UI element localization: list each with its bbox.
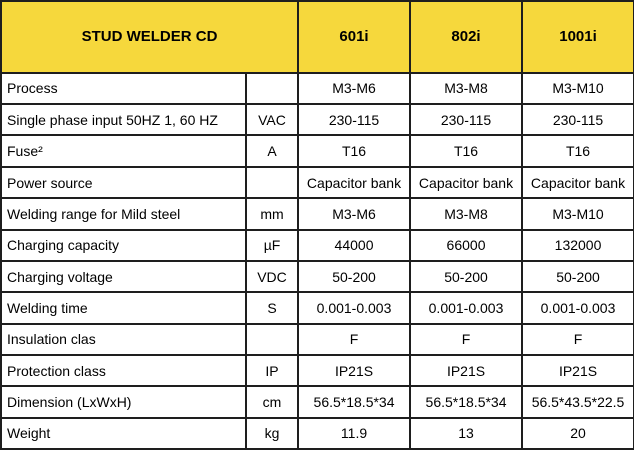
spec-value-1001i: M3-M10 xyxy=(521,71,634,106)
spec-value-802i: 0.001-0.003 xyxy=(409,291,524,325)
spec-value-601i: F xyxy=(297,322,412,356)
header-row: STUD WELDER CD 601i 802i 1001i xyxy=(0,0,634,74)
spec-value-1001i: F xyxy=(521,322,634,356)
spec-label: Power source xyxy=(0,165,247,200)
spec-value-1001i: 56.5*43.5*22.5 xyxy=(521,385,634,419)
spec-value-601i: 230-115 xyxy=(297,103,412,137)
table-row-dimension: Dimension (LxWxH) cm 56.5*18.5*34 56.5*1… xyxy=(0,385,634,419)
spec-value-601i: T16 xyxy=(297,134,412,168)
spec-value-1001i: Capacitor bank xyxy=(521,165,634,200)
spec-value-802i: M3-M8 xyxy=(409,197,524,231)
spec-label: Weight xyxy=(0,416,247,450)
spec-label: Process xyxy=(0,71,247,106)
spec-value-1001i: 0.001-0.003 xyxy=(521,291,634,325)
spec-value-601i: Capacitor bank xyxy=(297,165,412,200)
spec-label: Welding time xyxy=(0,291,247,325)
spec-value-802i: M3-M8 xyxy=(409,71,524,106)
spec-value-1001i: 132000 xyxy=(521,228,634,262)
spec-value-601i: 44000 xyxy=(297,228,412,262)
spec-label: Insulation clas xyxy=(0,322,247,356)
model-column-802i: 802i xyxy=(409,0,524,74)
table-row-charging-voltage: Charging voltage VDC 50-200 50-200 50-20… xyxy=(0,259,634,294)
spec-unit: IP xyxy=(244,353,300,388)
spec-value-1001i: IP21S xyxy=(521,353,634,388)
spec-value-1001i: 20 xyxy=(521,416,634,450)
spec-value-802i: T16 xyxy=(409,134,524,168)
spec-value-1001i: T16 xyxy=(521,134,634,168)
spec-unit xyxy=(244,322,300,356)
spec-unit: cm xyxy=(244,385,300,419)
spec-label: Charging voltage xyxy=(0,259,247,294)
spec-value-601i: 56.5*18.5*34 xyxy=(297,385,412,419)
spec-unit: µF xyxy=(244,228,300,262)
spec-unit: A xyxy=(244,134,300,168)
table-row-power-source: Power source Capacitor bank Capacitor ba… xyxy=(0,165,634,200)
spec-value-601i: IP21S xyxy=(297,353,412,388)
spec-value-802i: IP21S xyxy=(409,353,524,388)
spec-value-802i: 50-200 xyxy=(409,259,524,294)
spec-unit: VDC xyxy=(244,259,300,294)
spec-value-802i: 56.5*18.5*34 xyxy=(409,385,524,419)
table-title: STUD WELDER CD xyxy=(0,0,300,74)
spec-value-1001i: M3-M10 xyxy=(521,197,634,231)
spec-value-1001i: 230-115 xyxy=(521,103,634,137)
table-row-welding-range: Welding range for Mild steel mm M3-M6 M3… xyxy=(0,197,634,231)
table-row-protection-class: Protection class IP IP21S IP21S IP21S xyxy=(0,353,634,388)
table-row-charging-capacity: Charging capacity µF 44000 66000 132000 xyxy=(0,228,634,262)
spec-value-802i: 13 xyxy=(409,416,524,450)
spec-value-601i: M3-M6 xyxy=(297,71,412,106)
model-column-1001i: 1001i xyxy=(521,0,634,74)
spec-label: Fuse² xyxy=(0,134,247,168)
table-row-fuse: Fuse² A T16 T16 T16 xyxy=(0,134,634,168)
spec-unit: kg xyxy=(244,416,300,450)
table-row-input: Single phase input 50HZ 1, 60 HZ VAC 230… xyxy=(0,103,634,137)
spec-value-601i: 0.001-0.003 xyxy=(297,291,412,325)
spec-label: Welding range for Mild steel xyxy=(0,197,247,231)
model-column-601i: 601i xyxy=(297,0,412,74)
spec-unit xyxy=(244,71,300,106)
spec-value-802i: F xyxy=(409,322,524,356)
spec-value-802i: 230-115 xyxy=(409,103,524,137)
table-row-weight: Weight kg 11.9 13 20 xyxy=(0,416,634,450)
spec-label: Protection class xyxy=(0,353,247,388)
spec-label: Charging capacity xyxy=(0,228,247,262)
spec-value-601i: 11.9 xyxy=(297,416,412,450)
spec-label: Single phase input 50HZ 1, 60 HZ xyxy=(0,103,247,137)
spec-value-1001i: 50-200 xyxy=(521,259,634,294)
table-row-welding-time: Welding time S 0.001-0.003 0.001-0.003 0… xyxy=(0,291,634,325)
spec-label: Dimension (LxWxH) xyxy=(0,385,247,419)
spec-value-601i: 50-200 xyxy=(297,259,412,294)
spec-unit: S xyxy=(244,291,300,325)
table-row-insulation-class: Insulation clas F F F xyxy=(0,322,634,356)
spec-unit: VAC xyxy=(244,103,300,137)
spec-unit: mm xyxy=(244,197,300,231)
spec-value-802i: Capacitor bank xyxy=(409,165,524,200)
table-row-process: Process M3-M6 M3-M8 M3-M10 xyxy=(0,71,634,106)
spec-unit xyxy=(244,165,300,200)
spec-value-601i: M3-M6 xyxy=(297,197,412,231)
spec-value-802i: 66000 xyxy=(409,228,524,262)
